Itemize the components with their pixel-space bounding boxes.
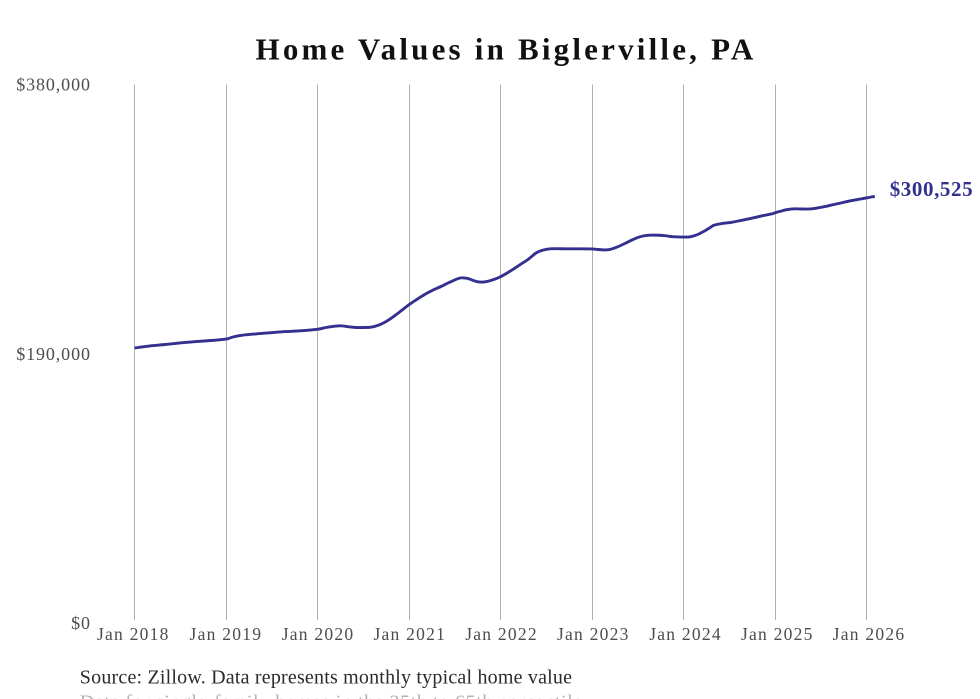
svg-text:Data for single-family homes i: Data for single-family homes in the 35th… (80, 692, 583, 699)
svg-text:Jan 2019: Jan 2019 (190, 624, 263, 644)
svg-text:Jan 2024: Jan 2024 (649, 624, 722, 644)
svg-text:$380,000: $380,000 (16, 75, 91, 95)
svg-text:$300,525: $300,525 (890, 177, 974, 201)
svg-text:Source: Zillow. Data represent: Source: Zillow. Data represents monthly … (80, 666, 572, 688)
svg-text:Jan 2020: Jan 2020 (282, 624, 355, 644)
svg-text:$190,000: $190,000 (16, 344, 91, 364)
svg-text:Home Values in Biglerville, PA: Home Values in Biglerville, PA (256, 32, 757, 67)
svg-text:Jan 2025: Jan 2025 (741, 624, 814, 644)
svg-text:Jan 2026: Jan 2026 (833, 624, 906, 644)
svg-text:Jan 2023: Jan 2023 (557, 624, 630, 644)
svg-text:Jan 2022: Jan 2022 (465, 624, 538, 644)
svg-text:Jan 2021: Jan 2021 (373, 624, 446, 644)
svg-text:Jan 2018: Jan 2018 (97, 624, 170, 644)
svg-text:$0: $0 (71, 613, 91, 633)
